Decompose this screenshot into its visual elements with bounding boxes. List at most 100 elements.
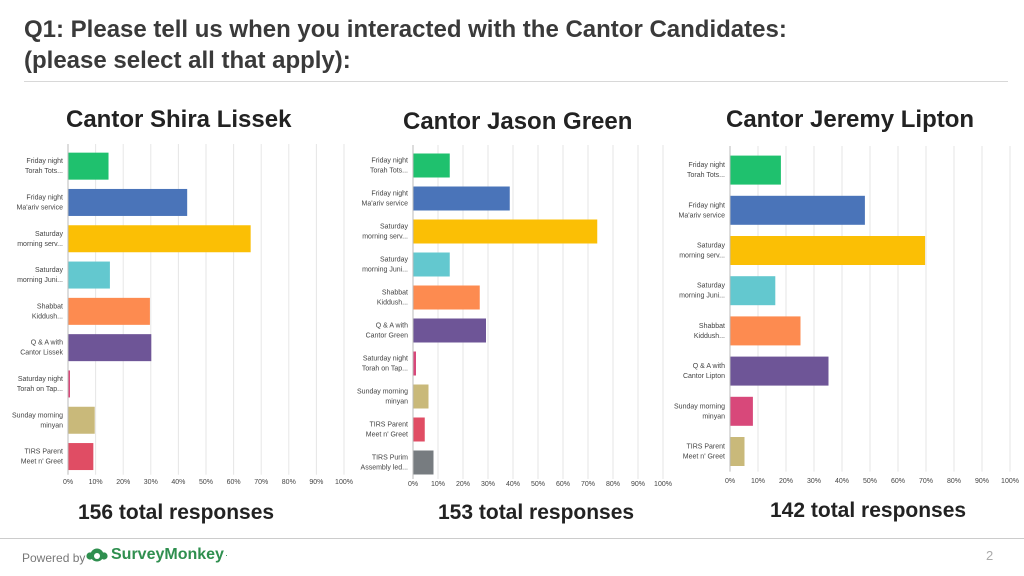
bar <box>413 153 450 178</box>
category-label: Cantor Green <box>366 333 409 340</box>
bar <box>68 261 110 289</box>
x-tick-label: 30% <box>481 481 495 488</box>
category-label: Assembly led... <box>361 465 409 472</box>
x-tick-label: 0% <box>408 481 418 488</box>
x-tick-label: 50% <box>863 478 877 485</box>
category-label: Meet n' Greet <box>21 459 63 466</box>
x-tick-label: 10% <box>431 481 445 488</box>
category-label: Q & A with <box>31 340 63 347</box>
x-tick-label: 40% <box>171 479 185 486</box>
category-label: Shabbat <box>382 290 408 297</box>
category-label: morning serv... <box>362 234 408 241</box>
category-label: Saturday night <box>363 356 408 363</box>
category-label: Sunday morning <box>674 403 725 410</box>
chart-lissek: 0% 10% 20% 30% 40% 50% 60% 70% 80% 90% 100% Friday … <box>12 144 353 486</box>
category-label: Kiddush... <box>377 300 408 307</box>
category-label: Shabbat <box>699 323 725 330</box>
bar <box>68 370 70 398</box>
bar <box>730 316 801 346</box>
category-label: Kiddush... <box>32 313 63 320</box>
bar <box>730 356 829 386</box>
bar <box>730 437 745 466</box>
bar <box>730 396 753 426</box>
category-label: Torah on Tap... <box>362 366 408 373</box>
category-label: morning serv... <box>679 253 725 260</box>
x-tick-label: 90% <box>631 481 645 488</box>
category-label: Ma'ariv service <box>17 204 64 211</box>
x-tick-label: 40% <box>835 478 849 485</box>
powered-by-label: Powered by <box>22 551 86 565</box>
category-label: TIRS Parent <box>686 444 725 451</box>
bar <box>730 276 776 306</box>
category-label: Friday night <box>688 162 725 169</box>
category-label: morning Juni... <box>679 293 725 300</box>
x-tick-label: 30% <box>144 479 158 486</box>
page-number: 2 <box>986 548 994 563</box>
category-label: Friday night <box>26 158 63 165</box>
category-label: Torah on Tap... <box>17 386 63 393</box>
bar <box>413 219 598 244</box>
category-label: Friday night <box>26 194 63 201</box>
candidate-name-lissek: Cantor Shira Lissek <box>66 106 292 133</box>
candidate-name-green: Cantor Jason Green <box>403 108 633 135</box>
bar <box>68 406 95 434</box>
x-tick-label: 80% <box>947 478 961 485</box>
category-label: Saturday <box>35 231 64 238</box>
surveymonkey-wordmark: SurveyMonkey <box>111 546 224 563</box>
footer-divider <box>0 538 1024 539</box>
x-tick-label: 60% <box>556 481 570 488</box>
x-tick-label: 90% <box>975 478 989 485</box>
slide-title: Q1: Please tell us when you interacted w… <box>24 14 1004 76</box>
total-responses-lipton: 142 total responses <box>770 499 967 522</box>
bar <box>68 297 150 325</box>
x-tick-label: 0% <box>63 479 73 486</box>
x-tick-label: 20% <box>779 478 793 485</box>
x-tick-label: 10% <box>89 479 103 486</box>
category-label: Torah Tots... <box>370 168 408 175</box>
x-tick-label: 70% <box>254 479 268 486</box>
category-label: Q & A with <box>693 363 725 370</box>
bar <box>68 225 251 253</box>
bar <box>413 186 510 211</box>
bar <box>413 252 450 277</box>
category-label: Meet n' Greet <box>366 432 408 439</box>
category-label: Cantor Lissek <box>20 350 63 357</box>
category-label: minyan <box>40 422 63 429</box>
slide-title-line-1: Q1: Please tell us when you interacted w… <box>24 16 787 43</box>
bar <box>413 417 425 442</box>
x-tick-label: 80% <box>282 479 296 486</box>
category-label: Torah Tots... <box>25 168 63 175</box>
chart-lipton: 0% 10% 20% 30% 40% 50% 60% 70% 80% 90% 100% Friday … <box>674 146 1019 485</box>
bar <box>68 152 109 180</box>
total-responses-green: 153 total responses <box>438 501 635 524</box>
category-label: Saturday <box>380 257 409 264</box>
bar <box>413 450 434 475</box>
x-tick-label: 90% <box>309 479 323 486</box>
category-label: Saturday <box>380 224 409 231</box>
category-label: minyan <box>702 413 725 420</box>
x-tick-label: 50% <box>531 481 545 488</box>
x-tick-label: 60% <box>227 479 241 486</box>
category-label: Torah Tots... <box>687 172 725 179</box>
bar <box>413 318 486 343</box>
x-tick-label: 70% <box>581 481 595 488</box>
category-label: morning Juni... <box>362 267 408 274</box>
x-tick-label: 50% <box>199 479 213 486</box>
category-label: TIRS Parent <box>369 422 408 429</box>
surveymonkey-icon <box>86 548 108 562</box>
category-label: Saturday <box>35 267 64 274</box>
chart-green: 0% 10% 20% 30% 40% 50% 60% 70% 80% 90% 100% Friday … <box>357 145 672 488</box>
category-label: Meet n' Greet <box>683 454 725 461</box>
x-tick-label: 100% <box>335 479 353 486</box>
bar <box>413 285 480 310</box>
category-label: Ma'ariv service <box>362 201 409 208</box>
x-tick-label: 70% <box>919 478 933 485</box>
x-tick-label: 20% <box>456 481 470 488</box>
category-label: Friday night <box>688 202 725 209</box>
total-responses-lissek: 156 total responses <box>78 501 275 524</box>
category-label: Sunday morning <box>12 412 63 419</box>
bar <box>413 351 416 376</box>
x-tick-label: 0% <box>725 478 735 485</box>
title-divider <box>24 81 1008 82</box>
category-label: morning Juni... <box>17 277 63 284</box>
